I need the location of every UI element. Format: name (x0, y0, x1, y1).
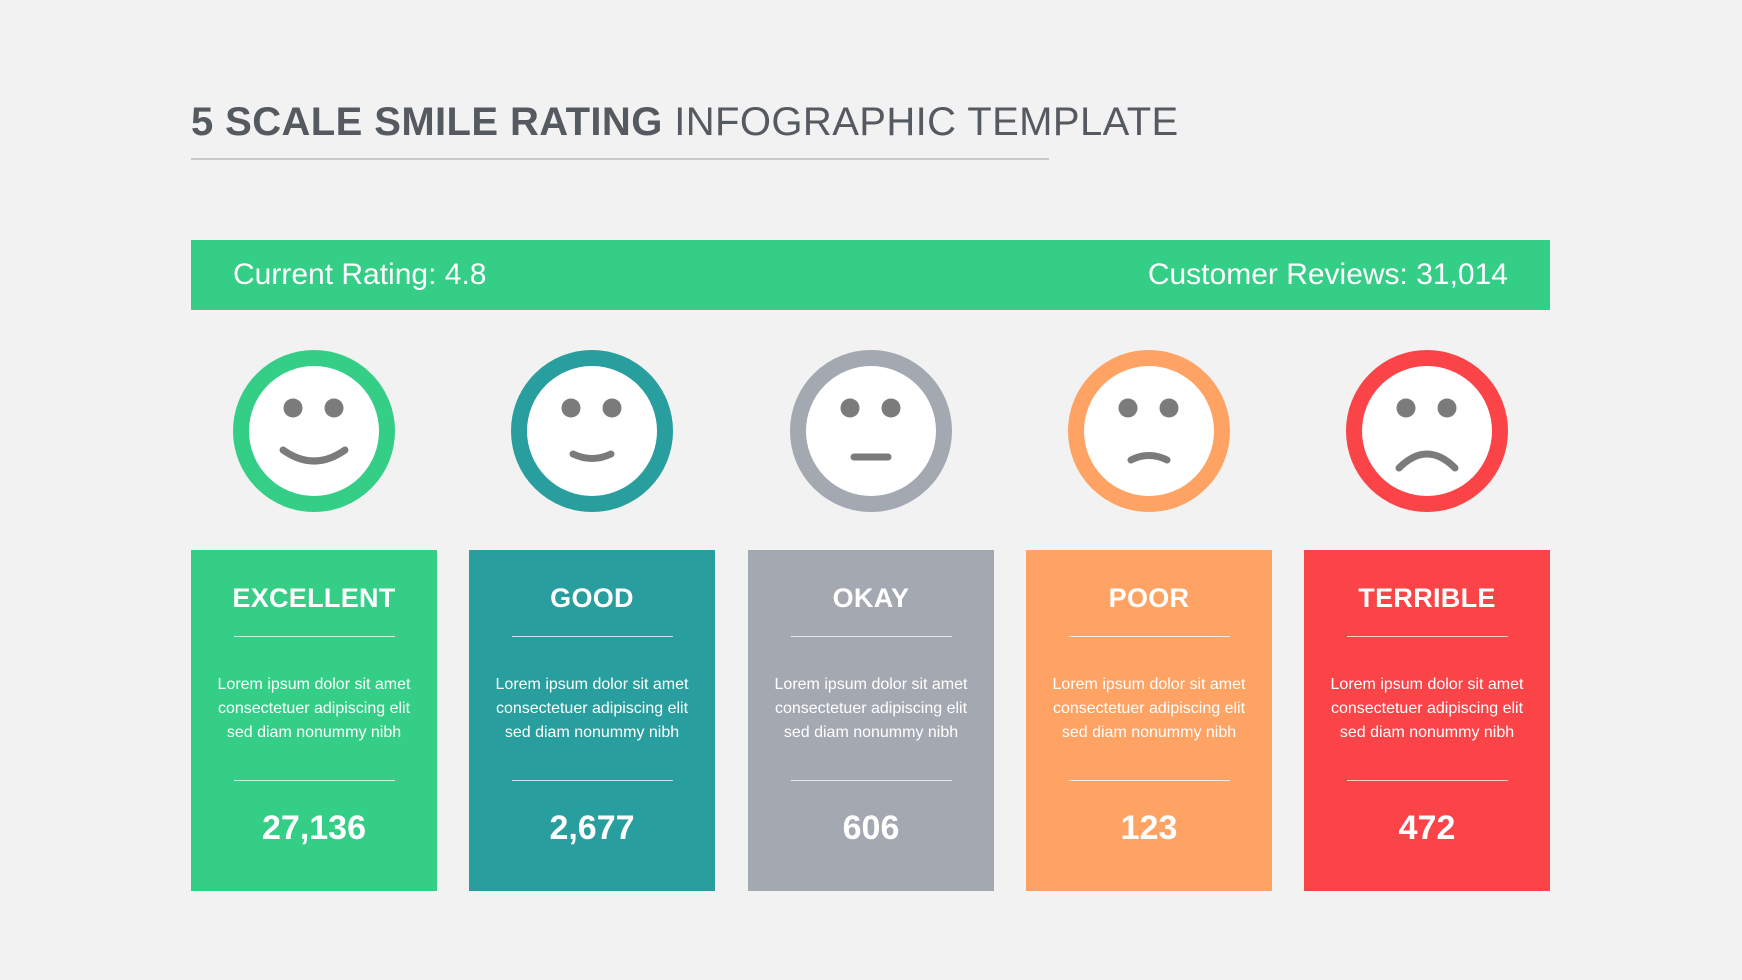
rating-card: EXCELLENT Lorem ipsum dolor sit amet con… (191, 550, 437, 891)
rating-column-poor: POOR Lorem ipsum dolor sit amet consecte… (1026, 350, 1272, 891)
rating-count: 123 (1120, 809, 1178, 847)
rating-label: OKAY (832, 583, 910, 613)
card-divider (790, 636, 952, 637)
rating-description: Lorem ipsum dolor sit amet consectetuer … (1330, 675, 1524, 741)
page-title: 5 SCALE SMILE RATING INFOGRAPHIC TEMPLAT… (191, 96, 1179, 148)
rating-description: Lorem ipsum dolor sit amet consectetuer … (495, 675, 689, 741)
title-regular-part: INFOGRAPHIC TEMPLATE (674, 100, 1179, 144)
card-divider (1346, 780, 1508, 781)
customer-reviews-text: Customer Reviews: 31,014 (1147, 258, 1508, 291)
rating-label: POOR (1108, 583, 1190, 613)
card-divider (1346, 636, 1508, 637)
smile-face-icon (511, 350, 673, 512)
rating-column-excellent: EXCELLENT Lorem ipsum dolor sit amet con… (191, 350, 437, 891)
rating-card: GOOD Lorem ipsum dolor sit amet consecte… (469, 550, 715, 891)
rating-card: OKAY Lorem ipsum dolor sit amet consecte… (748, 550, 994, 891)
title-bold-part: 5 SCALE SMILE RATING (191, 100, 663, 144)
rating-label: EXCELLENT (232, 583, 396, 613)
card-divider (1068, 636, 1230, 637)
summary-banner: Current Rating: 4.8 Customer Reviews: 31… (191, 240, 1550, 310)
card-divider (233, 780, 395, 781)
sad-face-icon (1346, 350, 1508, 512)
current-rating-text: Current Rating: 4.8 (233, 258, 487, 291)
rating-column-terrible: TERRIBLE Lorem ipsum dolor sit amet cons… (1304, 350, 1550, 891)
rating-description: Lorem ipsum dolor sit amet consectetuer … (1052, 675, 1246, 741)
title-divider (191, 158, 1049, 160)
card-divider (790, 780, 952, 781)
rating-label: GOOD (550, 583, 634, 613)
rating-description: Lorem ipsum dolor sit amet consectetuer … (774, 675, 968, 741)
card-divider (1068, 780, 1230, 781)
rating-column-good: GOOD Lorem ipsum dolor sit amet consecte… (469, 350, 715, 891)
rating-column-okay: OKAY Lorem ipsum dolor sit amet consecte… (748, 350, 994, 891)
big-smile-face-icon (233, 350, 395, 512)
neutral-face-icon (790, 350, 952, 512)
card-divider (511, 636, 673, 637)
rating-count: 606 (842, 809, 900, 847)
frown-face-icon (1068, 350, 1230, 512)
rating-card: TERRIBLE Lorem ipsum dolor sit amet cons… (1304, 550, 1550, 891)
rating-count: 2,677 (549, 809, 635, 847)
rating-count: 472 (1398, 809, 1456, 847)
rating-description: Lorem ipsum dolor sit amet consectetuer … (217, 675, 411, 741)
rating-count: 27,136 (262, 809, 366, 847)
card-divider (511, 780, 673, 781)
card-divider (233, 636, 395, 637)
rating-card: POOR Lorem ipsum dolor sit amet consecte… (1026, 550, 1272, 891)
rating-label: TERRIBLE (1358, 583, 1496, 613)
